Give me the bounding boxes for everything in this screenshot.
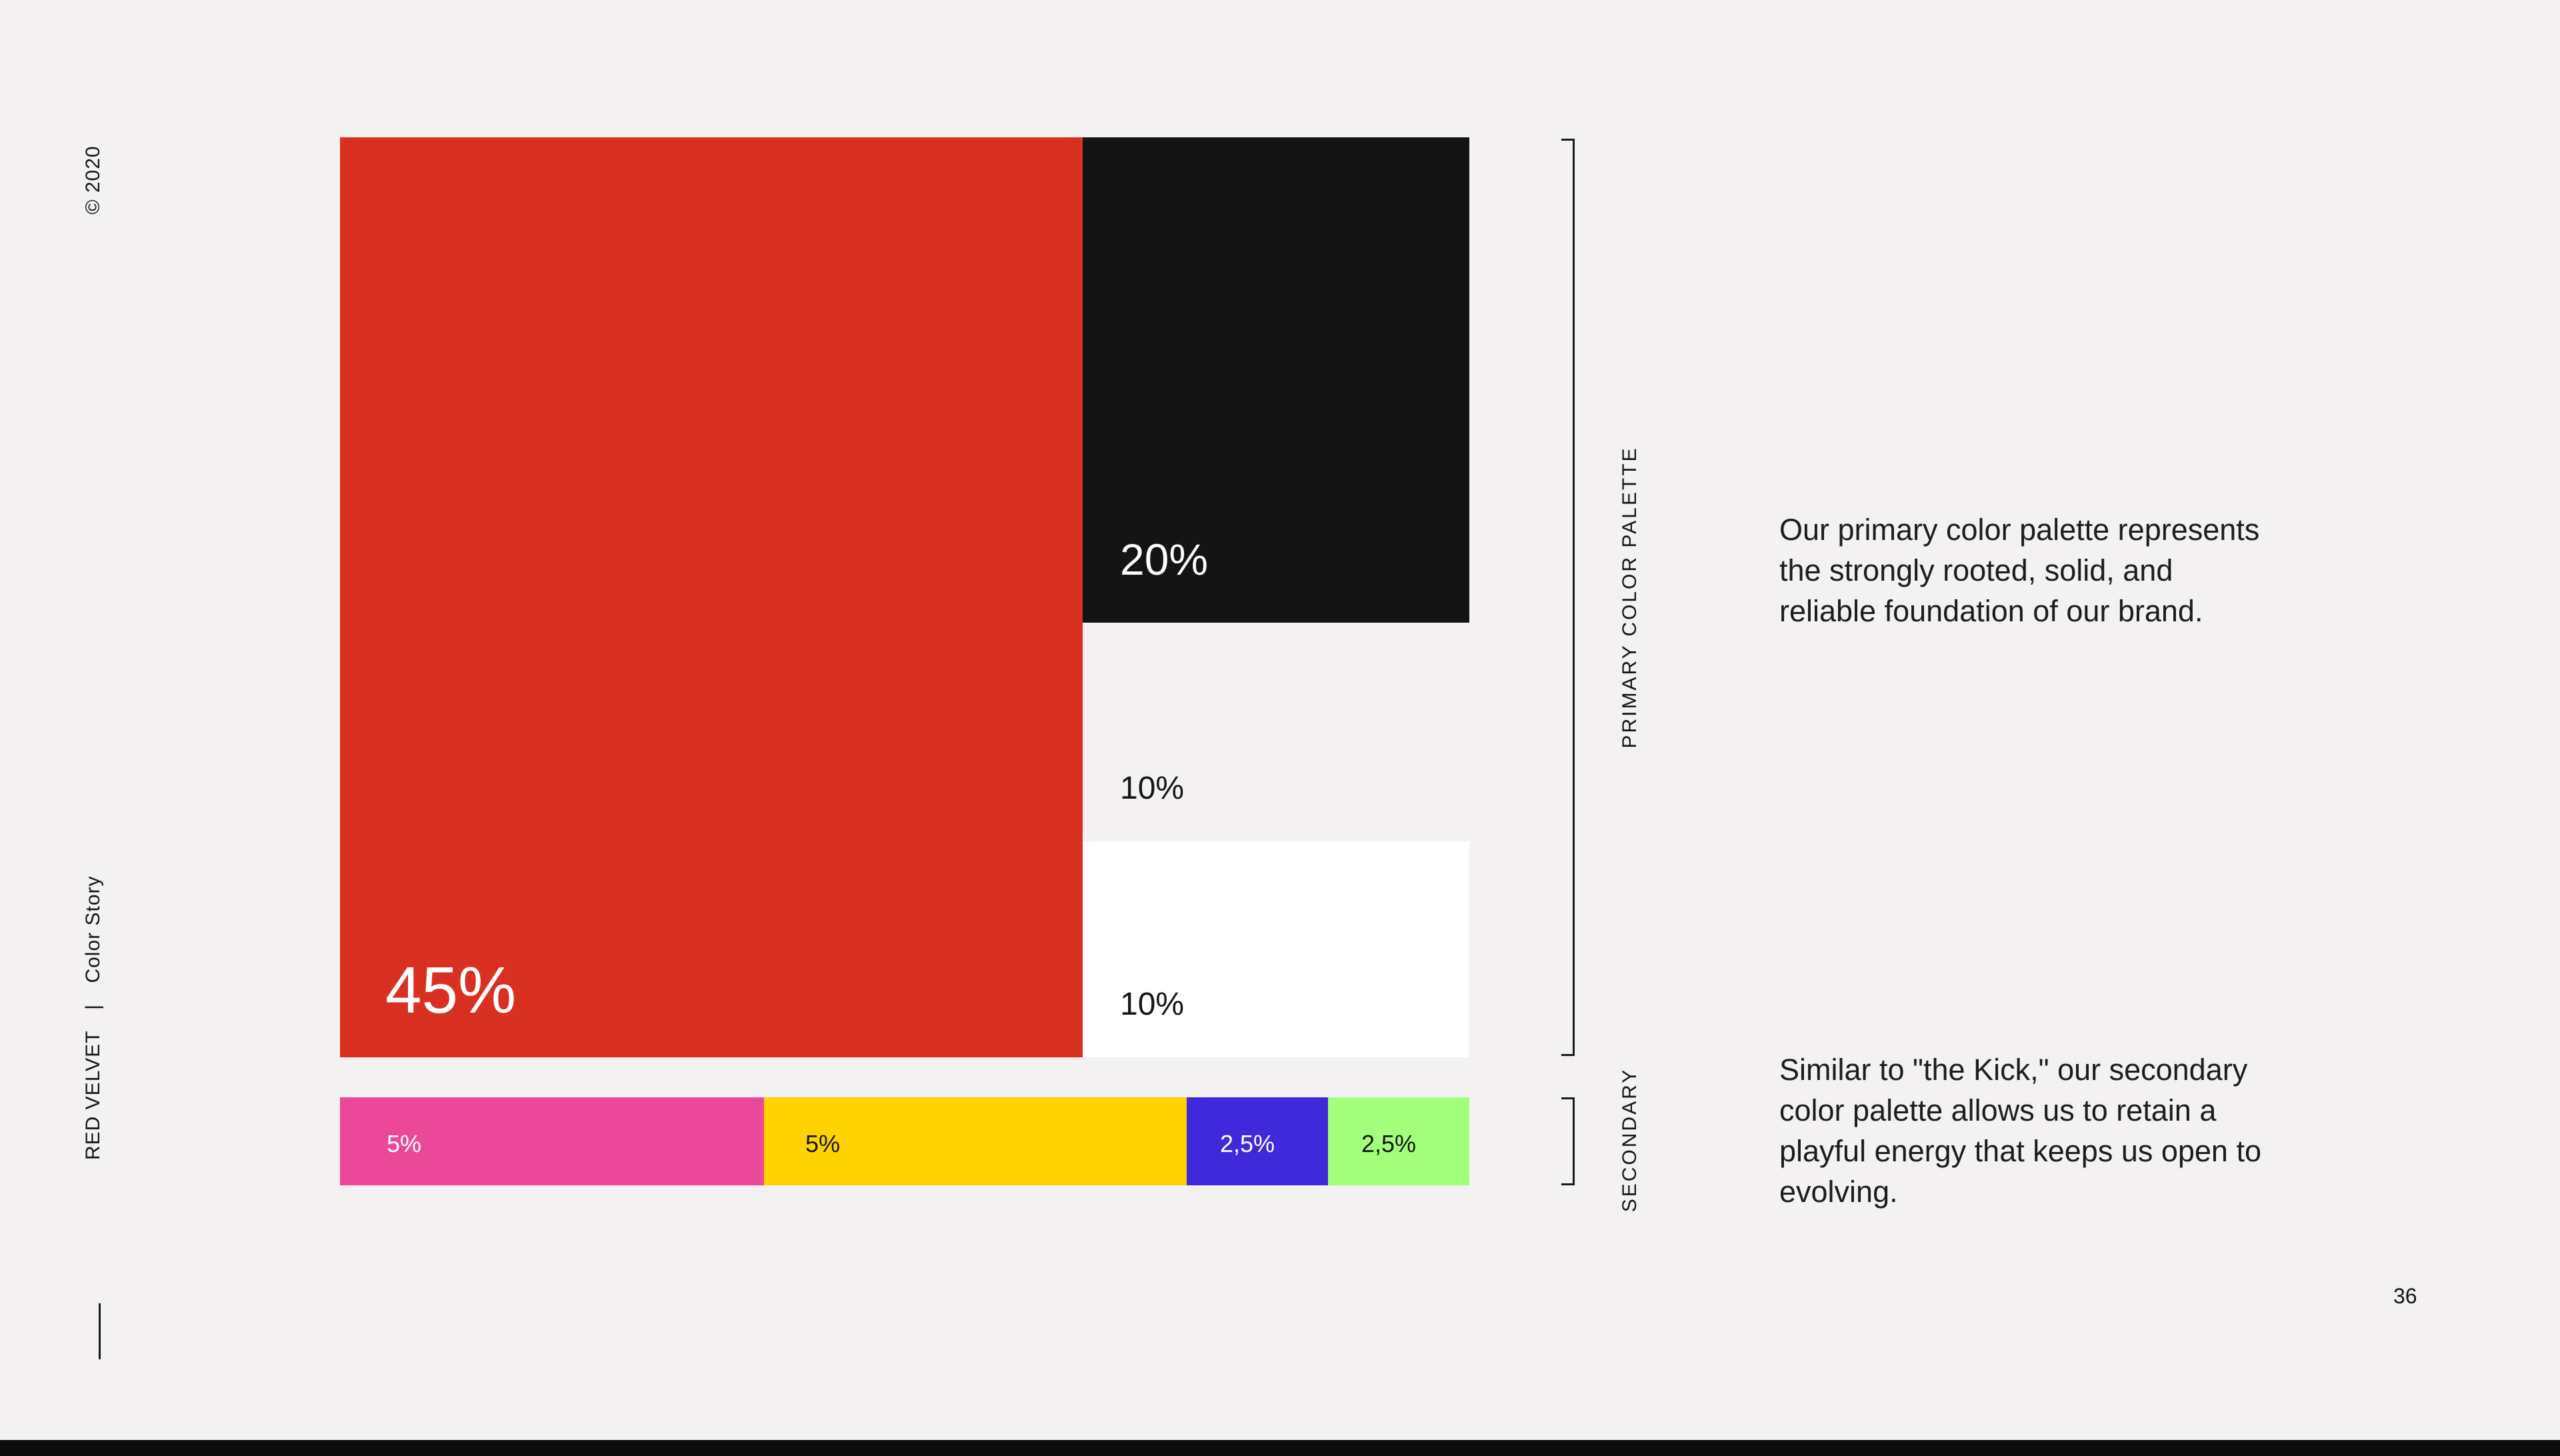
primary-bracket — [1561, 139, 1575, 1056]
percent-label-blue: 2,5% — [1220, 1130, 1275, 1157]
secondary-palette-label: SECONDARY — [1619, 1067, 1641, 1213]
percent-label-black: 20% — [1120, 535, 1209, 584]
swatch-blue: 2,5% — [1187, 1097, 1328, 1185]
percent-label-pink: 5% — [387, 1130, 422, 1157]
swatch-light-grey: 10% — [1083, 623, 1469, 841]
sidebar-rule — [99, 1303, 101, 1359]
sidebar-separator: | — [82, 1003, 104, 1010]
percent-label-lime: 2,5% — [1361, 1130, 1417, 1157]
page-number: 36 — [2393, 1284, 2417, 1308]
percent-label-red: 45% — [385, 953, 517, 1027]
brand-name: RED VELVET — [82, 1031, 104, 1160]
percent-label-yellow: 5% — [805, 1130, 841, 1157]
swatch-lime: 2,5% — [1328, 1097, 1469, 1185]
swatch-yellow: 5% — [764, 1097, 1187, 1185]
swatch-black: 20% — [1083, 137, 1469, 623]
percent-label-light-grey: 10% — [1120, 771, 1185, 806]
primary-description: Our primary color palette represents the… — [1779, 513, 2260, 628]
swatch-red: 45% — [340, 137, 1083, 1057]
copyright-text: © 2020 — [82, 145, 104, 215]
sidebar-brand-line: RED VELVET | Color Story — [80, 876, 107, 1161]
section-name: Color Story — [82, 875, 104, 983]
bottom-bar — [0, 1440, 2560, 1456]
swatch-white: 10% — [1083, 841, 1469, 1057]
secondary-description: Similar to "the Kick," our secondary col… — [1779, 1053, 2261, 1209]
primary-palette-label: PRIMARY COLOR PALETTE — [1619, 446, 1641, 749]
percent-label-white: 10% — [1120, 987, 1185, 1022]
swatch-pink: 5% — [340, 1097, 764, 1185]
secondary-bracket — [1561, 1097, 1575, 1185]
